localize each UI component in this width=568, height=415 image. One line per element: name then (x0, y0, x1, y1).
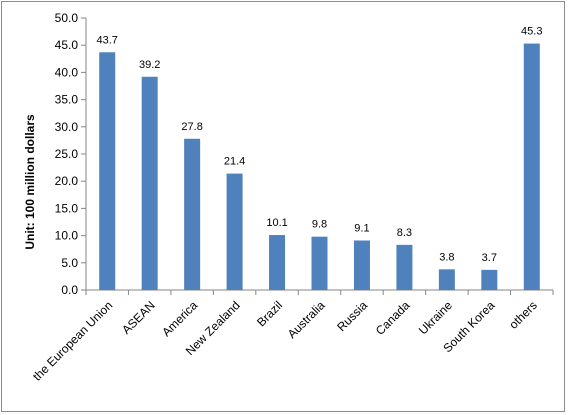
x-tick-label: others (506, 298, 539, 331)
x-tick-label: ASEAN (119, 298, 158, 337)
bar (353, 240, 370, 290)
bar (226, 173, 243, 290)
x-tick-label: the European Union (30, 298, 115, 383)
y-tick-label: 0.0 (61, 283, 78, 297)
y-axis-label: Unit: 100 million dollars (23, 114, 37, 250)
bar (99, 52, 116, 290)
data-label: 10.1 (266, 217, 287, 229)
x-tick-label: Russia (334, 298, 370, 334)
y-tick-label: 25.0 (55, 147, 79, 161)
x-tick-label: Canada (373, 298, 413, 338)
y-tick-label: 20.0 (55, 174, 79, 188)
data-label: 27.8 (181, 121, 202, 133)
data-label: 39.2 (139, 59, 160, 71)
data-label: 21.4 (224, 156, 245, 168)
y-tick-label: 5.0 (61, 256, 78, 270)
x-tick-label: Ukraine (416, 298, 455, 337)
bar (269, 235, 286, 290)
y-tick-label: 45.0 (55, 38, 79, 52)
data-label: 3.8 (439, 251, 454, 263)
bars (99, 43, 540, 291)
bar (396, 244, 413, 290)
data-label: 3.7 (482, 252, 497, 264)
data-label: 43.7 (97, 34, 118, 46)
bar (184, 138, 201, 290)
x-tick-label: America (159, 298, 200, 339)
data-label: 8.3 (397, 227, 412, 239)
bar (438, 269, 455, 290)
y-tick-label: 35.0 (55, 93, 79, 107)
bar (141, 76, 158, 290)
x-tick-label: Brazil (254, 298, 285, 329)
y-tick-label: 15.0 (55, 201, 79, 215)
data-labels: 43.7 39.2 27.8 21.4 10.1 9.8 9.1 8.3 3.8 3.7 45.3 (97, 26, 543, 264)
bar (523, 43, 540, 291)
y-tick-label: 30.0 (55, 120, 79, 134)
y-tick-labels: 0.0 5.0 10.0 15.0 20.0 25.0 30.0 35.0 40.0 45.0 50… (55, 11, 79, 297)
y-tick-label: 10.0 (55, 229, 79, 243)
bar (311, 236, 328, 290)
y-tick-label: 40.0 (55, 65, 79, 79)
data-label: 9.1 (354, 222, 369, 234)
bar (481, 269, 498, 290)
data-label: 45.3 (521, 26, 542, 38)
data-label: 9.8 (312, 219, 327, 231)
y-tick-label: 50.0 (55, 11, 79, 25)
x-tick-label: Australia (285, 298, 328, 341)
